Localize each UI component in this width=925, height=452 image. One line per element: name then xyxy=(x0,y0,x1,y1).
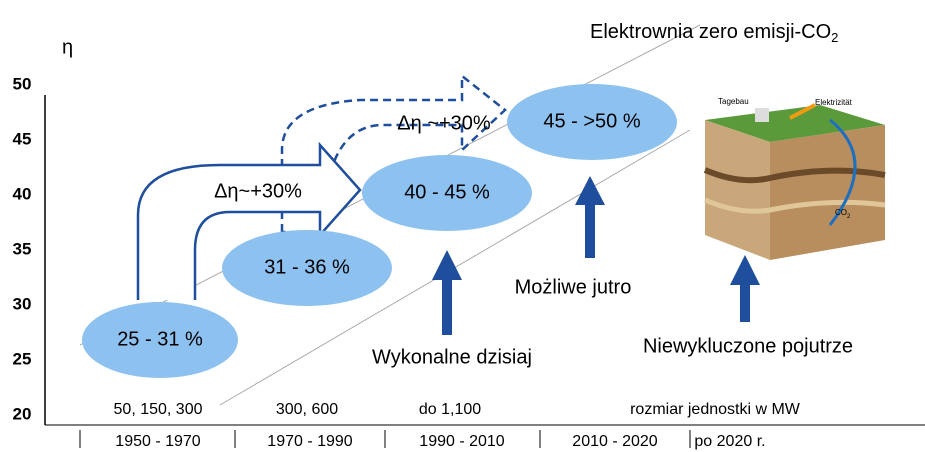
unit-size: 50, 150, 300 xyxy=(114,401,203,418)
outlook: Wykonalne dzisiaj xyxy=(372,346,532,368)
period: 1970 - 1990 xyxy=(267,433,353,450)
stage-label: 40 - 45 % xyxy=(404,181,490,203)
y-tick-label: 20 xyxy=(13,404,32,423)
unit-size: rozmiar jednostki w MW xyxy=(630,401,801,418)
figure-label: Tagebau xyxy=(718,97,749,106)
stage-label: 45 - >50 % xyxy=(543,110,641,132)
gain-label: Δη~+30% xyxy=(214,180,302,202)
outlook: Możliwe jutro xyxy=(515,276,632,298)
stage-label: 25 - 31 % xyxy=(117,328,203,350)
unit-size: do 1,100 xyxy=(419,401,481,418)
geology-figure: Tagebau Elektrizität CO2 xyxy=(705,97,885,260)
y-tick-label: 50 xyxy=(13,74,32,93)
headline: Elektrownia zero emisji-CO2 xyxy=(590,21,838,45)
y-tick-label: 25 xyxy=(13,349,32,368)
y-tick-label: 40 xyxy=(13,184,32,203)
period: 2010 - 2020 xyxy=(572,433,658,450)
stage-label: 31 - 36 % xyxy=(264,256,350,278)
period: po 2020 r. xyxy=(694,433,765,450)
diagram: η 50 45 40 35 30 25 20 Elektrownia zero emisji… xyxy=(0,0,925,452)
gain-label: Δη ~+30% xyxy=(397,112,491,134)
outlook: Niewykluczone pojutrze xyxy=(643,335,853,357)
period: 1950 - 1970 xyxy=(115,433,201,450)
y-tick-label: 30 xyxy=(13,294,32,313)
y-tick-label: 45 xyxy=(13,129,32,148)
axis-label: η xyxy=(62,36,73,58)
y-tick-label: 35 xyxy=(13,239,32,258)
figure-label: Elektrizität xyxy=(815,98,853,107)
unit-size: 300, 600 xyxy=(276,401,338,418)
period: 1990 - 2010 xyxy=(419,433,505,450)
